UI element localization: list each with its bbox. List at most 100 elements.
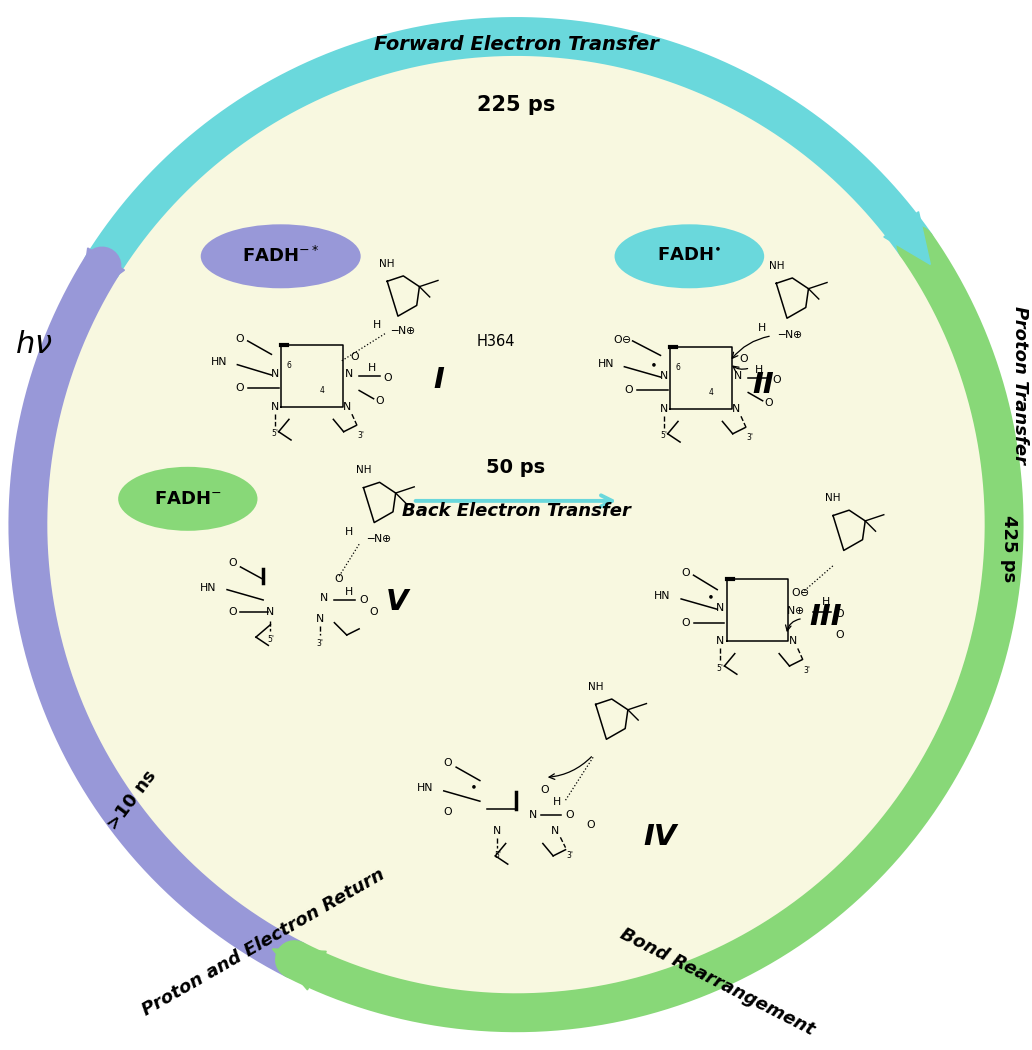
Text: O: O: [681, 617, 689, 628]
Text: Proton and Electron Return: Proton and Electron Return: [138, 865, 388, 1020]
Text: N: N: [270, 369, 279, 379]
Text: 3': 3': [567, 852, 573, 860]
Text: NH: NH: [380, 259, 395, 269]
Text: FADH$^{-*}$: FADH$^{-*}$: [243, 247, 319, 267]
Text: 5': 5': [267, 634, 273, 644]
Text: O: O: [359, 595, 367, 605]
Text: 3': 3': [317, 638, 323, 648]
Text: O: O: [235, 334, 244, 343]
Text: 5': 5': [271, 429, 278, 438]
Text: H: H: [367, 362, 376, 373]
Text: O$\ominus$: O$\ominus$: [792, 586, 810, 597]
Text: O: O: [444, 758, 452, 768]
Text: N: N: [551, 826, 559, 836]
Text: N: N: [659, 371, 668, 381]
Text: 5': 5': [660, 432, 667, 440]
Text: O: O: [566, 810, 574, 820]
Text: 5': 5': [717, 664, 723, 673]
Text: H364: H364: [477, 335, 515, 350]
Text: O: O: [681, 568, 689, 579]
Ellipse shape: [615, 225, 765, 289]
Circle shape: [65, 74, 967, 975]
Polygon shape: [272, 949, 326, 990]
Text: O: O: [836, 630, 844, 640]
Text: Forward Electron Transfer: Forward Electron Transfer: [374, 36, 658, 55]
Text: N: N: [316, 613, 324, 624]
Text: O$\ominus$: O$\ominus$: [613, 333, 632, 344]
Text: O: O: [351, 353, 359, 362]
Text: 3': 3': [358, 432, 364, 440]
Text: II: II: [752, 372, 775, 399]
Text: 3': 3': [804, 666, 810, 675]
Text: O: O: [765, 398, 773, 407]
Text: N: N: [716, 636, 724, 646]
Text: O: O: [376, 396, 384, 405]
Text: ─N$\oplus$: ─N$\oplus$: [391, 323, 416, 336]
Circle shape: [15, 24, 1017, 1025]
Text: N: N: [345, 369, 353, 379]
Text: FADH$^{-}$: FADH$^{-}$: [154, 489, 222, 508]
Text: O: O: [334, 574, 343, 584]
Text: H: H: [821, 597, 830, 607]
Text: NH: NH: [588, 682, 604, 692]
Text: $\bullet$: $\bullet$: [469, 779, 477, 792]
Text: O: O: [369, 607, 378, 617]
Text: V: V: [386, 588, 409, 616]
Text: H: H: [757, 322, 766, 333]
Text: I: I: [433, 366, 444, 394]
Text: 50 ps: 50 ps: [486, 459, 546, 478]
Text: HN: HN: [598, 359, 614, 369]
Text: >10 ns: >10 ns: [104, 766, 160, 834]
Text: N: N: [732, 404, 740, 414]
Text: O: O: [384, 373, 392, 383]
Text: 4: 4: [709, 388, 713, 397]
Text: 3': 3': [747, 434, 753, 442]
Text: 6: 6: [287, 361, 291, 371]
Text: O: O: [586, 820, 594, 830]
Text: FADH$^{\bullet}$: FADH$^{\bullet}$: [657, 248, 721, 266]
Text: H: H: [345, 587, 353, 596]
Polygon shape: [80, 248, 125, 301]
Text: N$\oplus$: N$\oplus$: [785, 604, 804, 616]
Text: Proton Transfer: Proton Transfer: [1010, 307, 1029, 464]
Text: H: H: [345, 527, 353, 537]
Text: Back Electron Transfer: Back Electron Transfer: [401, 502, 631, 520]
Text: ─N$\oplus$: ─N$\oplus$: [367, 532, 392, 544]
Text: N: N: [343, 402, 351, 412]
Text: N: N: [266, 607, 275, 617]
Text: Bond Rearrangement: Bond Rearrangement: [617, 925, 817, 1038]
Text: $\bullet$: $\bullet$: [649, 357, 657, 371]
Text: ─N$\oplus$: ─N$\oplus$: [778, 328, 803, 340]
Text: N: N: [716, 603, 724, 613]
Text: N: N: [528, 810, 537, 820]
Text: O: O: [228, 607, 236, 617]
Text: H: H: [553, 797, 561, 807]
Text: O: O: [740, 355, 748, 364]
Text: HN: HN: [211, 357, 227, 366]
Text: NH: NH: [826, 494, 841, 503]
Text: $h\nu$: $h\nu$: [15, 330, 53, 358]
Text: N: N: [659, 404, 668, 414]
Text: N: N: [270, 402, 279, 412]
Text: N: N: [320, 593, 328, 603]
Text: HN: HN: [417, 783, 433, 793]
Text: 225 ps: 225 ps: [477, 94, 555, 114]
Text: O: O: [541, 784, 549, 795]
Ellipse shape: [118, 467, 257, 531]
Text: N: N: [788, 636, 797, 646]
Text: O: O: [228, 558, 236, 568]
Text: 6: 6: [676, 363, 680, 373]
Ellipse shape: [200, 225, 361, 289]
Text: HN: HN: [654, 591, 671, 601]
Polygon shape: [883, 212, 930, 265]
Text: N: N: [493, 826, 502, 836]
Text: O: O: [773, 375, 781, 385]
Text: O: O: [836, 609, 844, 620]
Text: 425 ps: 425 ps: [1000, 514, 1019, 582]
Text: H: H: [373, 320, 381, 331]
Text: H: H: [754, 364, 763, 375]
Text: III: III: [809, 604, 842, 631]
Text: O: O: [624, 385, 633, 396]
Text: N: N: [734, 371, 742, 381]
Text: 4: 4: [320, 386, 324, 395]
